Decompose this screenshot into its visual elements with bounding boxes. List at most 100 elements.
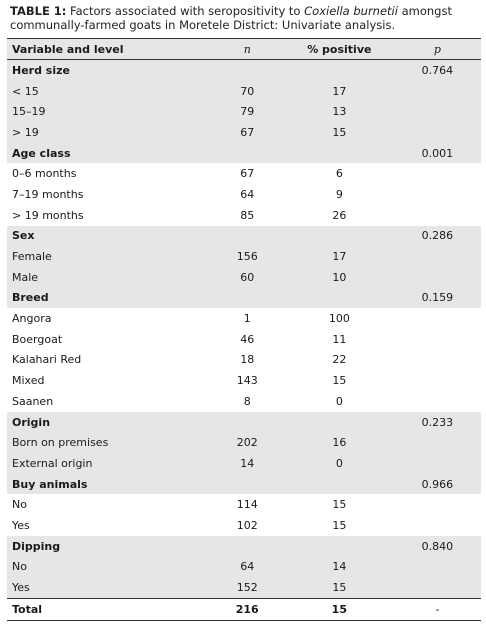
level-label: Born on premises — [7, 432, 210, 454]
p-empty — [394, 308, 481, 329]
n-value: 85 — [240, 208, 255, 222]
positive-value: 17 — [284, 246, 394, 267]
caption-text-after: amongst communally-farmed goats in Moret… — [10, 4, 452, 32]
group-n-empty — [209, 59, 285, 81]
n-value: 14 — [209, 453, 285, 474]
table-row: Male 60 10 — [7, 266, 481, 288]
group-n-empty — [209, 535, 285, 557]
data-table: Variable and level n % positive p Herd s… — [7, 38, 481, 621]
n-value: 18 — [240, 353, 255, 367]
p-empty — [393, 556, 481, 578]
table-row: Female 156 17 — [7, 246, 481, 267]
table-row: External origin 14 0 — [7, 453, 481, 474]
group-p-value: 0.966 — [393, 473, 481, 495]
group-n-empty — [209, 287, 285, 309]
header-n: n — [209, 38, 285, 60]
group-p-value: 0.159 — [393, 287, 481, 309]
group-positive-empty — [284, 225, 394, 247]
group-name: Dipping — [7, 535, 210, 557]
level-label: Yes — [7, 577, 210, 599]
p-empty — [393, 246, 481, 267]
level-label: 15–19 — [7, 101, 210, 123]
table-row: Angora 1 100 — [7, 308, 481, 329]
n-value: 1 — [243, 312, 251, 326]
n-value: 60 — [209, 266, 285, 288]
group-row: Origin 0.233 — [7, 411, 481, 433]
total-positive: 15 — [284, 597, 394, 621]
table-row: > 19 67 15 — [7, 122, 481, 143]
p-empty — [393, 432, 481, 454]
level-label: 0–6 months — [12, 167, 77, 181]
group-p-value: 0.001 — [393, 142, 481, 164]
n-value: 152 — [209, 577, 285, 599]
positive-value: 0 — [335, 394, 343, 408]
p-empty — [393, 453, 481, 474]
p-empty — [394, 205, 481, 226]
level-label: Male — [7, 266, 210, 288]
positive-value: 13 — [284, 101, 394, 123]
level-label: Kalahari Red — [12, 353, 82, 367]
group-name: Age class — [7, 142, 210, 164]
p-empty — [393, 577, 481, 599]
caption-text-before: Factors associated with seropositivity t… — [66, 4, 305, 18]
group-p-value: 0.764 — [393, 59, 481, 81]
positive-value: 6 — [335, 167, 343, 181]
table-label: TABLE 1: — [10, 4, 67, 18]
group-p-value: 0.840 — [393, 535, 481, 557]
total-n: 216 — [209, 597, 285, 621]
group-positive-empty — [284, 535, 394, 557]
positive-value: 0 — [284, 453, 394, 474]
positive-value: 15 — [332, 498, 347, 512]
table-row: Mixed 143 15 — [7, 370, 481, 391]
n-value: 143 — [236, 374, 258, 388]
level-label: > 19 months — [12, 208, 84, 222]
caption-organism: Coxiella burnetii — [304, 4, 398, 18]
n-value: 114 — [236, 498, 258, 512]
header-positive: % positive — [284, 38, 394, 60]
n-value: 156 — [209, 246, 285, 267]
positive-value: 22 — [332, 353, 347, 367]
p-empty — [394, 163, 481, 184]
group-positive-empty — [284, 142, 394, 164]
table-row: Saanen 8 0 — [7, 391, 481, 412]
table-row: Born on premises 202 16 — [7, 432, 481, 454]
group-row: Dipping 0.840 — [7, 535, 481, 557]
level-label: No — [12, 498, 27, 512]
level-label: Yes — [12, 518, 30, 532]
p-empty — [393, 122, 481, 143]
p-empty — [393, 80, 481, 102]
positive-value: 9 — [335, 187, 343, 201]
p-empty — [394, 329, 481, 350]
p-empty — [394, 494, 481, 515]
group-row: Age class 0.001 — [7, 142, 481, 164]
p-empty — [394, 515, 481, 536]
group-positive-empty — [284, 59, 394, 81]
total-row: Total 216 15- — [7, 597, 481, 621]
group-name: Breed — [7, 287, 210, 309]
table-row: No 114 15 — [7, 494, 481, 515]
group-n-empty — [209, 225, 285, 247]
level-label: External origin — [7, 453, 210, 474]
table-row: No 64 14 — [7, 556, 481, 578]
positive-value: 15 — [284, 577, 394, 599]
level-label: Angora — [12, 312, 52, 326]
table-row: Boergoat 46 11 — [7, 329, 481, 350]
positive-value: 16 — [284, 432, 394, 454]
table-row: > 19 months 85 26 — [7, 205, 481, 226]
n-value: 67 — [240, 167, 255, 181]
n-value: 46 — [240, 332, 255, 346]
group-name: Herd size — [7, 59, 210, 81]
positive-value: 15 — [332, 374, 347, 388]
group-row: Buy animals 0.966 — [7, 473, 481, 495]
level-label: 7–19 months — [12, 187, 84, 201]
positive-value: 14 — [284, 556, 394, 578]
n-value: 64 — [209, 556, 285, 578]
total-label: Total — [7, 597, 210, 621]
positive-value: 10 — [284, 266, 394, 288]
group-p-value: 0.233 — [393, 411, 481, 433]
table-caption: TABLE 1: Factors associated with seropos… — [10, 4, 478, 32]
group-n-empty — [209, 473, 285, 495]
group-row: Sex 0.286 — [7, 225, 481, 247]
table-row: 0–6 months 67 6 — [7, 163, 481, 184]
